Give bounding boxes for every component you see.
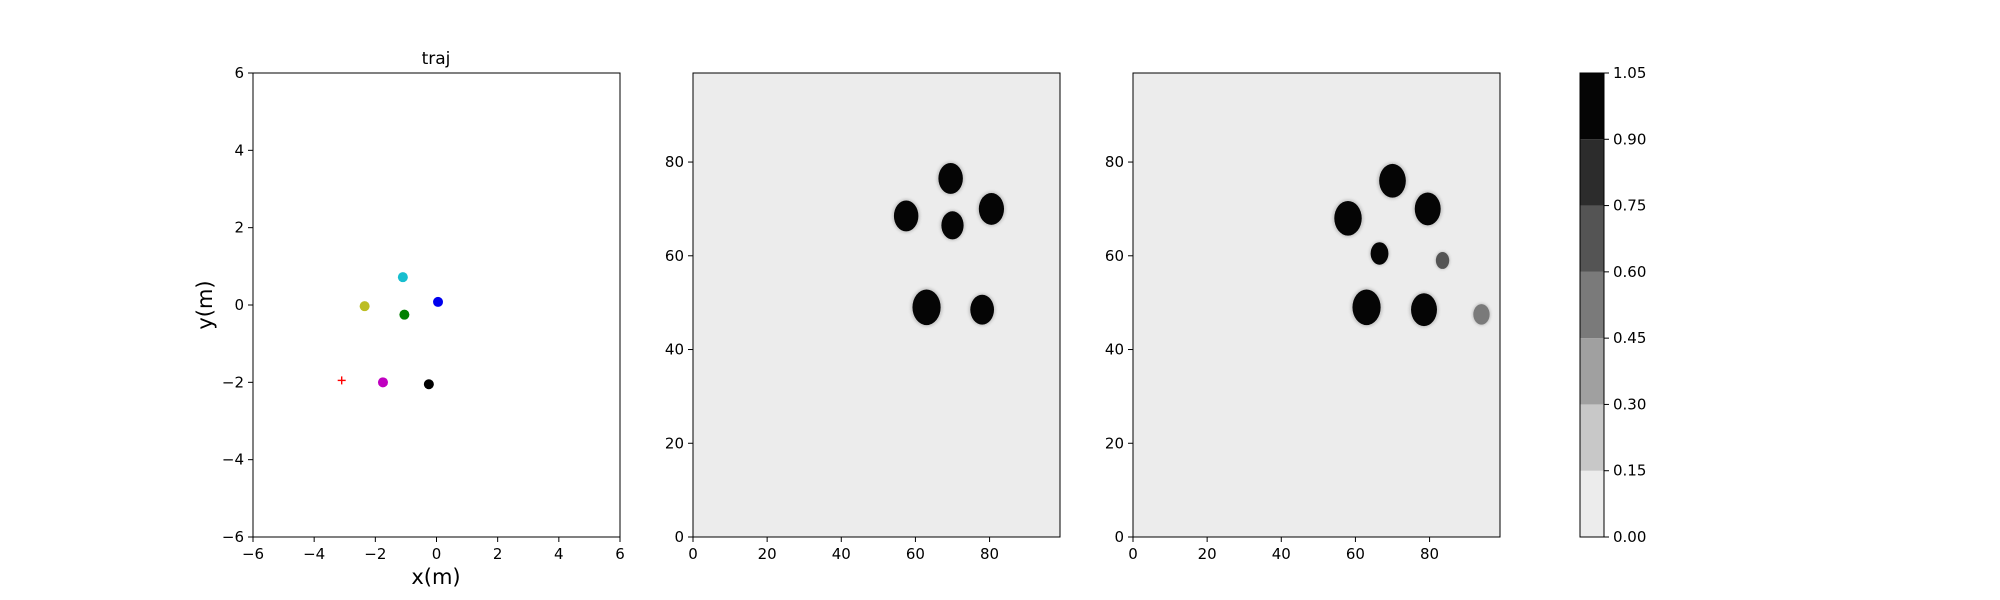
occupancy-blob (1350, 287, 1383, 327)
x-tick-label: 20 (758, 545, 777, 563)
agent-point (433, 296, 444, 307)
colorbar-bands (1580, 73, 1604, 537)
y-tick-label: 0 (234, 296, 244, 314)
y-tick-label: −4 (222, 451, 244, 469)
y-tick-label: 20 (665, 434, 684, 452)
y-tick-label: 0 (1114, 528, 1124, 546)
heatmap-2-x-ticks: 0 20 40 60 80 (1128, 537, 1439, 563)
heatmap-2-blobs (1332, 162, 1491, 328)
x-tick-label: 80 (1420, 545, 1439, 563)
occupancy-blob (939, 209, 966, 241)
y-tick-label: 80 (1105, 153, 1124, 171)
y-tick-label: −2 (222, 373, 244, 391)
colorbar-tick-label: 0.90 (1613, 130, 1646, 148)
y-tick-label: 80 (665, 153, 684, 171)
y-tick-label: 60 (665, 247, 684, 265)
y-tick-label: 60 (1105, 247, 1124, 265)
x-tick-label: 6 (615, 545, 625, 563)
x-tick-label: 4 (554, 545, 564, 563)
heatmap-1-background (693, 73, 1060, 537)
occupancy-blob (976, 191, 1006, 227)
heatmap-1-blobs (892, 161, 1006, 327)
agent-point (377, 377, 388, 388)
colorbar: 0.00 0.15 0.30 0.45 0.60 0.75 0.90 1.05 (1579, 64, 1646, 546)
colorbar-tick-label: 0.45 (1613, 329, 1646, 347)
heatmap-1-y-ticks: 0 20 40 60 80 (665, 153, 693, 546)
x-tick-label: 40 (832, 545, 851, 563)
colorbar-tick-label: 0.00 (1613, 528, 1646, 546)
heatmap-1-frame (692, 72, 1061, 538)
x-tick-label: −6 (242, 545, 264, 563)
colorbar-band (1580, 271, 1604, 339)
occupancy-blob (1369, 241, 1390, 266)
x-tick-label: 60 (1346, 545, 1365, 563)
y-tick-label: 6 (234, 64, 244, 82)
heatmap-panel-2: 0 20 40 60 80 0 20 40 60 80 (1105, 72, 1501, 563)
occupancy-blob (1434, 251, 1451, 270)
colorbar-band (1580, 404, 1604, 471)
x-tick-label: −2 (364, 545, 386, 563)
agent-point (399, 309, 410, 320)
occupancy-blob (1472, 303, 1491, 326)
x-tick-label: 0 (432, 545, 442, 563)
x-tick-label: 40 (1272, 545, 1291, 563)
traj-y-ticks: −6 −4 −2 0 2 4 6 (222, 64, 253, 546)
colorbar-band (1580, 470, 1604, 537)
occupancy-blob (910, 287, 943, 327)
y-tick-label: −6 (222, 528, 244, 546)
occupancy-blob (968, 293, 996, 327)
colorbar-band (1580, 139, 1604, 206)
traj-xlabel: x(m) (411, 565, 460, 589)
occupancy-blob (1412, 190, 1443, 227)
goal-marker (337, 376, 346, 385)
colorbar-band (1580, 73, 1604, 140)
y-tick-label: 40 (665, 341, 684, 359)
x-tick-label: 0 (688, 545, 698, 563)
agent-point (423, 379, 434, 390)
heatmap-panel-1: 0 20 40 60 80 0 20 40 60 80 (665, 72, 1061, 563)
colorbar-tick-label: 0.30 (1613, 395, 1646, 413)
colorbar-tick-label: 0.60 (1613, 263, 1646, 281)
y-tick-label: 0 (674, 528, 684, 546)
agent-point (397, 272, 408, 283)
y-tick-label: 4 (234, 141, 244, 159)
traj-points (337, 272, 444, 390)
traj-x-ticks: −6 −4 −2 0 2 4 6 (242, 537, 625, 563)
occupancy-blob (1409, 291, 1439, 328)
colorbar-tick-label: 1.05 (1613, 64, 1646, 82)
colorbar-ticks: 0.00 0.15 0.30 0.45 0.60 0.75 0.90 1.05 (1604, 64, 1646, 546)
x-tick-label: 0 (1128, 545, 1138, 563)
agent-point (359, 301, 370, 312)
colorbar-tick-label: 0.15 (1613, 462, 1646, 480)
heatmap-2-y-ticks: 0 20 40 60 80 (1105, 153, 1133, 546)
occupancy-blob (936, 161, 965, 196)
colorbar-band (1580, 338, 1604, 405)
heatmap-1-x-ticks: 0 20 40 60 80 (688, 537, 999, 563)
y-tick-label: 20 (1105, 434, 1124, 452)
x-tick-label: 2 (493, 545, 503, 563)
heatmap-2-background (1133, 73, 1500, 537)
y-tick-label: 2 (234, 219, 244, 237)
colorbar-band (1580, 205, 1604, 272)
colorbar-frame (1579, 72, 1605, 538)
traj-ylabel: y(m) (193, 280, 217, 329)
traj-title: traj (422, 49, 451, 69)
x-tick-label: 80 (980, 545, 999, 563)
heatmap-2-frame (1132, 72, 1501, 538)
occupancy-blob (1332, 199, 1364, 238)
x-tick-label: −4 (303, 545, 325, 563)
x-tick-label: 60 (906, 545, 925, 563)
occupancy-blob (1377, 162, 1408, 200)
occupancy-blob (892, 198, 921, 233)
colorbar-tick-label: 0.75 (1613, 197, 1646, 215)
y-tick-label: 40 (1105, 341, 1124, 359)
x-tick-label: 20 (1198, 545, 1217, 563)
traj-panel: traj −6 −4 −2 0 2 4 6 −6 −4 −2 0 2 4 6 x(m) y(m) (193, 49, 625, 589)
